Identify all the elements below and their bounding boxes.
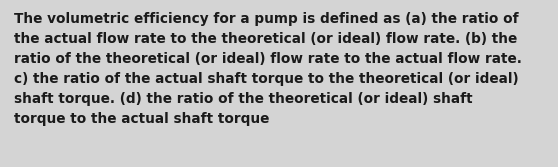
Text: The volumetric efficiency for a pump is defined as (a) the ratio of
the actual f: The volumetric efficiency for a pump is … bbox=[14, 12, 522, 126]
